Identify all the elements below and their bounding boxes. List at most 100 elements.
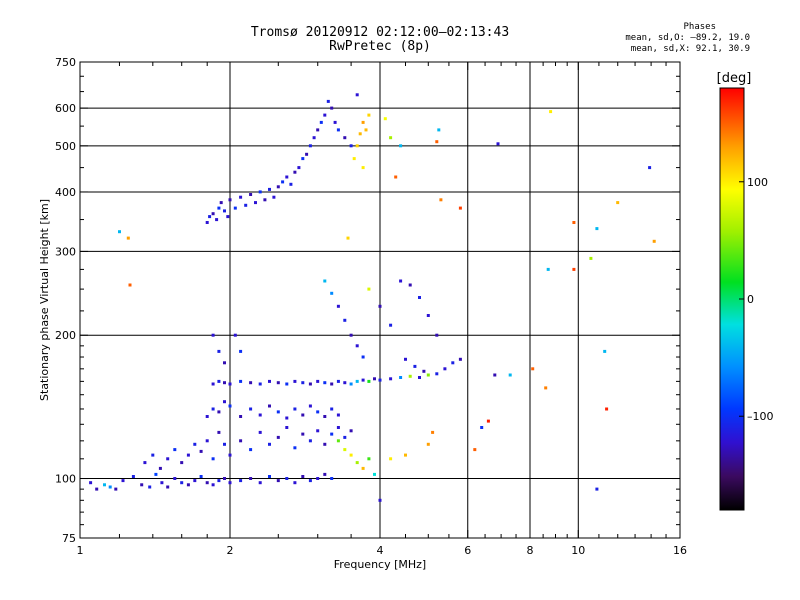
data-point (373, 472, 376, 476)
data-point (217, 349, 221, 353)
data-point (289, 182, 293, 186)
data-point (408, 283, 412, 287)
data-point (355, 379, 359, 383)
data-point (166, 457, 170, 461)
data-point (316, 477, 320, 480)
data-point (217, 430, 221, 434)
data-point (239, 195, 243, 199)
data-point (285, 382, 289, 386)
data-point (413, 364, 417, 368)
data-point (336, 379, 340, 383)
data-point (103, 483, 106, 487)
data-point (330, 382, 334, 386)
data-point (330, 432, 334, 436)
data-point (258, 481, 262, 485)
data-point (336, 413, 340, 417)
data-point (346, 236, 350, 240)
data-point (435, 140, 439, 144)
data-point (323, 472, 327, 476)
data-point (349, 333, 353, 337)
data-point (217, 410, 221, 414)
data-point (276, 435, 280, 439)
data-point (437, 128, 441, 132)
data-point (326, 99, 330, 103)
x-axis-label: Frequency [MHz] (334, 558, 426, 571)
data-point (308, 404, 312, 408)
data-point (323, 113, 327, 117)
phase-statistics-title: Phases (683, 22, 716, 32)
data-point (399, 376, 403, 379)
data-point (293, 446, 297, 450)
data-point (276, 185, 280, 189)
data-point (272, 195, 276, 199)
data-point (389, 377, 393, 381)
colorbar-tick-label: 100 (747, 176, 768, 189)
y-tick-label: 600 (55, 102, 76, 115)
data-point (458, 206, 462, 210)
data-point (330, 407, 334, 411)
data-point (349, 382, 353, 386)
data-point (268, 475, 271, 478)
data-point (301, 157, 305, 161)
data-point (323, 279, 327, 283)
data-point (193, 479, 197, 483)
data-point (223, 477, 226, 480)
data-point (316, 379, 320, 383)
data-point (205, 439, 209, 443)
x-tick-label: 8 (527, 544, 534, 557)
title-line-1: Tromsø 20120912 02:12:00–02:13:43 (250, 25, 510, 40)
data-point (399, 279, 403, 283)
data-point (228, 453, 232, 457)
colorbar-label: [deg] (717, 71, 752, 86)
data-point (418, 296, 421, 299)
data-point (301, 432, 305, 436)
y-tick-label: 100 (55, 473, 76, 486)
data-point (285, 426, 289, 429)
data-point (249, 407, 253, 411)
data-point (211, 407, 215, 411)
data-point (336, 426, 340, 429)
data-point (343, 136, 347, 140)
axes: 1 2 4 6 8 10 16 75 100 200 300 400 500 600 750 Frequenc… (38, 56, 687, 571)
data-point (173, 477, 177, 480)
data-point (323, 415, 327, 418)
data-point (223, 381, 226, 385)
data-point (349, 144, 353, 148)
data-point (223, 400, 226, 404)
data-point (308, 382, 312, 386)
data-point (180, 461, 184, 465)
data-point (215, 218, 219, 222)
data-point (349, 453, 353, 457)
data-point (648, 166, 652, 170)
data-point (276, 410, 280, 414)
data-point (312, 136, 316, 140)
data-point (293, 481, 297, 485)
colorbar: 100 0 –100 [deg] (717, 71, 774, 511)
data-point (367, 457, 371, 461)
data-point (186, 453, 190, 457)
data-point (208, 215, 212, 219)
phase-statistics-o: mean, sd,O: –89.2, 19.0 (625, 33, 750, 43)
data-point (330, 106, 334, 110)
data-point (343, 381, 347, 385)
data-point (616, 201, 620, 205)
y-tick-label: 500 (55, 140, 76, 153)
data-point (549, 110, 553, 114)
data-point (114, 487, 118, 491)
data-point (435, 372, 439, 376)
data-point (158, 466, 162, 470)
data-point (473, 448, 477, 452)
data-point (383, 117, 387, 121)
x-tick-label: 4 (377, 544, 384, 557)
data-point (652, 239, 656, 243)
data-point (323, 381, 327, 385)
figure-title: Tromsø 20120912 02:12:00–02:13:43 RwPret… (230, 26, 530, 54)
data-point (258, 413, 262, 417)
data-point (404, 357, 407, 361)
data-point (258, 382, 262, 386)
data-point (378, 378, 382, 382)
data-point (226, 215, 230, 219)
data-point (223, 209, 226, 213)
